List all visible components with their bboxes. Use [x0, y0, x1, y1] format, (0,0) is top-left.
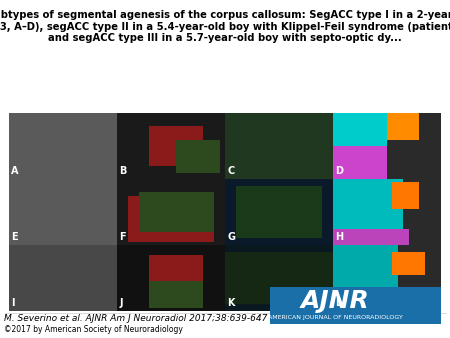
Bar — [333, 113, 441, 179]
Bar — [225, 179, 333, 245]
Text: D: D — [335, 166, 343, 176]
Bar — [392, 183, 419, 209]
Text: E: E — [11, 232, 18, 242]
Bar — [225, 113, 333, 179]
Bar — [149, 126, 203, 166]
Bar — [236, 186, 322, 239]
Text: AJNR: AJNR — [301, 289, 369, 313]
Bar — [270, 287, 441, 324]
Bar — [333, 146, 387, 179]
Bar — [176, 140, 220, 172]
Text: I: I — [11, 298, 15, 308]
Bar — [117, 179, 225, 245]
Text: ©2017 by American Society of Neuroradiology: ©2017 by American Society of Neuroradiol… — [4, 325, 184, 334]
Text: H: H — [335, 232, 343, 242]
Bar — [139, 192, 214, 232]
Text: F: F — [119, 232, 126, 242]
Bar — [117, 113, 225, 179]
Text: A: A — [11, 166, 19, 176]
Bar — [225, 245, 333, 311]
Bar — [149, 281, 203, 308]
Text: C: C — [227, 166, 234, 176]
Bar — [225, 251, 333, 304]
Bar — [333, 179, 441, 245]
Bar — [333, 245, 398, 298]
Bar — [387, 113, 419, 140]
Bar — [333, 113, 387, 146]
Text: L: L — [335, 298, 342, 308]
Bar — [9, 179, 117, 245]
Bar — [117, 245, 225, 311]
Text: G: G — [227, 232, 235, 242]
Bar — [9, 113, 117, 179]
Bar — [333, 179, 403, 235]
Text: B: B — [119, 166, 126, 176]
Bar — [149, 255, 203, 285]
Bar — [333, 228, 409, 245]
Text: J: J — [119, 298, 123, 308]
Bar — [9, 113, 441, 311]
Bar — [333, 294, 398, 311]
Text: AMERICAN JOURNAL OF NEURORADIOLOGY: AMERICAN JOURNAL OF NEURORADIOLOGY — [268, 315, 402, 320]
Bar — [128, 196, 214, 242]
Text: The 3 subtypes of segmental agenesis of the corpus callosum: SegACC type I in a : The 3 subtypes of segmental agenesis of … — [0, 10, 450, 43]
Bar — [333, 245, 441, 311]
Text: M. Severino et al. AJNR Am J Neuroradiol 2017;38:639-647: M. Severino et al. AJNR Am J Neuroradiol… — [4, 314, 268, 323]
Bar — [9, 245, 117, 311]
Bar — [392, 251, 425, 275]
Text: K: K — [227, 298, 235, 308]
